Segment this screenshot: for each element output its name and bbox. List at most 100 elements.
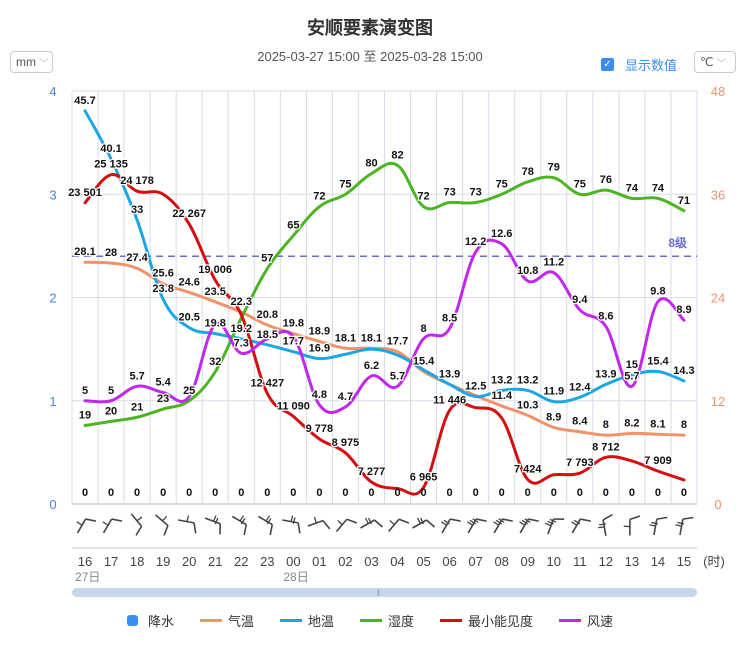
legend-item-rain[interactable]: 降水	[126, 611, 174, 630]
temp-value-label: 28.1	[74, 246, 95, 258]
ground-value-label: 13.9	[595, 368, 616, 380]
wind-barb-shaft	[257, 515, 273, 526]
legend-item-visibility[interactable]: 最小能见度	[440, 611, 533, 630]
wind-barb-feather	[419, 517, 425, 525]
wind-barb-shaft	[373, 519, 384, 528]
ground-value-label: 12.4	[569, 381, 591, 393]
wind-barb-shaft	[426, 519, 436, 528]
x-tick-label: 10	[547, 554, 561, 569]
rain-value-label: 0	[264, 487, 270, 499]
legend-label: 湿度	[388, 614, 415, 629]
wind-barb-shaft	[387, 518, 400, 533]
wind-value-label: 6.2	[364, 360, 379, 372]
ground-value-label: 13.2	[491, 374, 512, 386]
rain-value-label: 0	[655, 487, 661, 499]
legend-item-ground[interactable]: 地温	[279, 611, 334, 630]
x-tick-label: 11	[573, 554, 587, 569]
wind-barb-feather	[547, 520, 555, 525]
rain-value-label: 0	[499, 487, 505, 499]
rain-unit-select[interactable]: mm ﹀	[10, 51, 53, 73]
wind-barb-shaft	[219, 523, 222, 535]
rain-unit-value: mm	[16, 55, 36, 69]
x-tick-label: 09	[520, 554, 534, 569]
x-tick-label: 04	[390, 554, 404, 569]
chart-title: 安顺要素演变图	[307, 18, 433, 38]
rain-value-label: 0	[108, 487, 114, 499]
visibility-value-label: 9 778	[306, 423, 334, 435]
humidity-value-label: 74	[652, 182, 665, 194]
temp-value-label: 27.4	[126, 252, 148, 264]
chevron-down-icon: ﹀	[39, 58, 49, 70]
x-tick-label: 12	[599, 554, 613, 569]
wind-barb-feather	[337, 519, 344, 526]
wind-barb-icon	[307, 516, 331, 530]
legend-line-icon	[360, 619, 382, 622]
scrollbar-grip-icon[interactable]: |||	[377, 590, 380, 596]
wind-value-label: 11.2	[543, 257, 564, 269]
wind-value-label: 8.5	[442, 312, 457, 324]
x-axis: 16 17 18 19 20 21 22 23 00 01 02 03 04 05 06 07 08 09 10 11…	[75, 554, 725, 584]
humidity-value-label: 75	[574, 178, 586, 190]
x-tick-label: 23	[260, 554, 274, 569]
rain-value-label: 0	[551, 487, 557, 499]
wind-value-label: 5.7	[129, 370, 144, 382]
visibility-value-label: 19 006	[198, 264, 232, 276]
wind-barb-icon	[335, 518, 358, 533]
temp-unit-select[interactable]: ℃ ﹀	[694, 51, 736, 73]
wind-barb-shaft	[682, 516, 694, 520]
show-values-toggle[interactable]: ✓ 显示数值	[601, 55, 677, 74]
visibility-value-label: 8 975	[332, 437, 360, 449]
series-lines	[83, 109, 686, 496]
temp-value-label: 19.8	[283, 318, 304, 330]
humidity-value-label: 75	[496, 178, 508, 190]
wind-barb-feather	[313, 516, 318, 524]
humidity-value-label: 73	[443, 187, 455, 199]
wind-barb-feather	[290, 515, 294, 523]
wind-barb-shaft	[111, 518, 123, 522]
wind-value-label: 8	[421, 323, 427, 335]
x-tick-label: 07	[468, 554, 482, 569]
humidity-value-label: 73	[470, 187, 482, 199]
ground-value-label: 14.3	[673, 365, 694, 377]
wind-barb-shaft	[602, 519, 607, 536]
temp-value-label: 20.8	[257, 309, 278, 321]
ground-line	[83, 109, 686, 404]
x-tick-label: 16	[78, 554, 92, 569]
ground-value-label: 15	[626, 359, 638, 371]
wind-barb-shaft	[629, 515, 641, 521]
wind-barb-feather	[675, 524, 683, 527]
legend-item-temp[interactable]: 气温	[199, 611, 254, 630]
wind-barb-feather	[265, 515, 271, 522]
ground-value-label: 19.2	[231, 323, 252, 335]
humidity-value-label: 21	[131, 401, 143, 413]
wind-barb-shaft	[493, 518, 503, 534]
x-tick-label: 19	[156, 554, 170, 569]
ground-value-label: 18.5	[257, 329, 278, 341]
temp-value-label: 8	[603, 419, 609, 431]
wind-barb-feather	[598, 526, 605, 529]
temp-value-label: 18.1	[361, 332, 382, 344]
wind-barb-feather	[651, 521, 659, 525]
temp-value-label: 24.6	[178, 276, 199, 288]
visibility-value-label: 7 424	[514, 463, 542, 475]
wind-value-label: 4.8	[312, 389, 327, 401]
wind-barb-shaft	[163, 525, 169, 536]
time-scrollbar[interactable]: |||	[72, 588, 697, 597]
humidity-value-label: 71	[678, 195, 690, 207]
wind-barb-shaft	[441, 518, 451, 534]
rain-value-label: 0	[681, 487, 687, 499]
visibility-value-label: 11 090	[277, 400, 310, 412]
temp-value-label: 18.1	[335, 332, 356, 344]
checkbox-checked-icon[interactable]: ✓	[601, 58, 614, 71]
wind-barb-icon	[178, 515, 197, 534]
legend-item-humidity[interactable]: 湿度	[360, 611, 414, 630]
wind-barb-feather	[389, 519, 396, 526]
left-axis-tick: 3	[49, 187, 56, 202]
date-label: 28日	[283, 570, 308, 584]
legend-item-wind[interactable]: 风速	[559, 611, 613, 630]
wind-barbs	[72, 513, 697, 549]
wind-barb-shaft	[450, 518, 461, 522]
visibility-value-label: 11 446	[433, 394, 466, 406]
left-axis-tick: 1	[49, 394, 56, 409]
wind-barb-icon	[649, 516, 668, 536]
